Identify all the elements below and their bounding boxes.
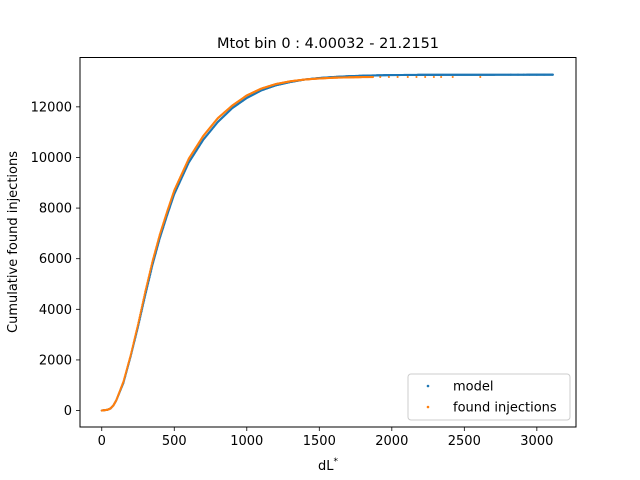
y-axis-label: Cumulative found injections (6, 151, 21, 333)
data-point (141, 303, 144, 306)
data-point (543, 73, 546, 76)
data-point (535, 73, 538, 76)
data-point (424, 75, 427, 79)
y-tick-label: 10000 (31, 151, 72, 166)
data-point (371, 75, 375, 79)
data-point (142, 298, 145, 301)
data-point (139, 311, 142, 315)
legend-label-found-injections: found injections (453, 401, 557, 416)
legend-marker-found-injections (426, 405, 430, 409)
data-point (451, 75, 454, 79)
y-tick-label: 12000 (31, 100, 72, 115)
legend-marker-model (426, 384, 430, 388)
data-point (139, 313, 142, 316)
data-point (440, 75, 443, 79)
series-found-injections (100, 75, 482, 412)
data-point (137, 321, 140, 324)
data-point (528, 73, 531, 76)
data-point (415, 75, 418, 79)
legend-label-model: model (453, 380, 493, 395)
data-point (138, 316, 141, 319)
x-tick-label: 0 (98, 434, 106, 449)
data-point (432, 75, 435, 79)
x-tick-label: 2500 (448, 434, 481, 449)
x-tick-label: 1000 (230, 434, 263, 449)
data-point (522, 73, 525, 76)
y-tick-label: 4000 (39, 303, 72, 318)
y-tick-label: 8000 (39, 202, 72, 217)
x-tick-label: 1500 (303, 434, 336, 449)
data-point (379, 75, 382, 79)
data-point (406, 75, 409, 79)
series-layer (100, 73, 554, 412)
x-tick-label: 500 (162, 434, 187, 449)
y-tick-label: 0 (64, 404, 72, 419)
data-point (137, 320, 140, 323)
data-point (509, 73, 512, 76)
data-point (142, 297, 145, 300)
data-point (142, 300, 145, 303)
data-point (140, 305, 144, 308)
legend: model found injections (407, 373, 571, 421)
data-point (479, 75, 482, 79)
data-point (136, 323, 140, 326)
data-point (143, 293, 146, 296)
plot-frame (79, 57, 577, 428)
data-point (140, 308, 143, 311)
x-tick-label: 2000 (375, 434, 408, 449)
y-tick-label: 6000 (39, 252, 72, 267)
y-tick-label: 2000 (39, 353, 72, 368)
legend-box (407, 373, 571, 421)
data-point (387, 75, 390, 79)
data-point (143, 292, 146, 295)
data-point (138, 318, 141, 321)
x-tick-label: 3000 (520, 434, 553, 449)
data-point (516, 73, 520, 76)
data-point (141, 302, 144, 305)
y-axis: 0 2000 4000 6000 8000 10000 12000 (31, 100, 80, 419)
data-point (140, 307, 143, 310)
series-model (100, 73, 554, 412)
data-point (396, 75, 399, 79)
x-axis: 0 500 1000 1500 2000 2500 3000 (98, 427, 553, 449)
x-axis-label: dL* (318, 457, 339, 474)
data-point (551, 73, 554, 76)
data-point (143, 295, 146, 298)
data-point (139, 310, 142, 313)
x-axis-label-superscript: * (334, 457, 339, 467)
x-axis-label-main: dL (318, 459, 334, 474)
chart-title: Mtot bin 0 : 4.00032 - 21.2151 (217, 36, 439, 52)
data-point (138, 315, 141, 318)
